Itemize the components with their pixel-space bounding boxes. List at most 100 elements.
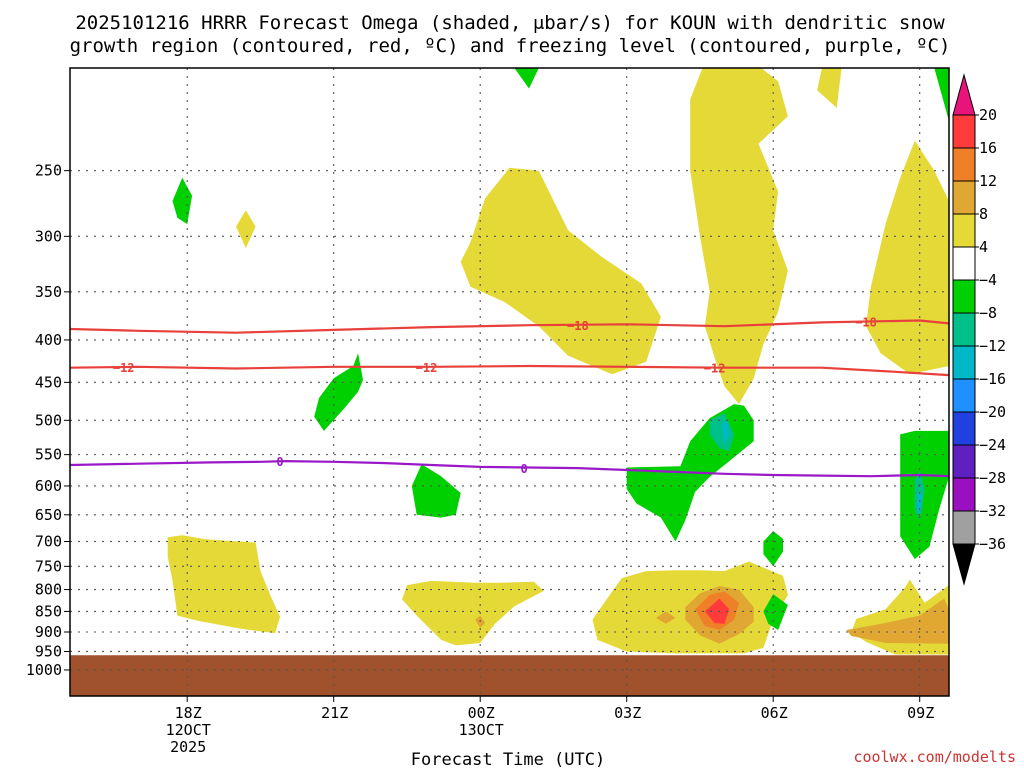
y-tick-label: 700 [35,532,62,550]
y-tick-label: 300 [35,227,62,245]
y-tick-label: 550 [35,446,62,464]
omega-region-neg4-17 [411,464,461,518]
omega-region-pos8-12 [846,598,949,644]
chart-title: 2025101216 HRRR Forecast Omega (shaded, … [70,12,951,57]
y-tick-label: 900 [35,623,62,641]
y-tick-label: 500 [35,411,62,429]
colorbar-swatch [952,345,976,380]
contour-line [70,459,949,478]
x-tick-label: 12OCT [166,721,211,739]
omega-region-neg4-22 [900,430,949,560]
x-tick-label: 2025 [170,738,206,756]
omega-region-pos16-14 [704,598,730,624]
colorbar-swatch [952,411,976,446]
y-tick-label: 1000 [26,661,62,679]
colorbar-swatch [952,147,976,182]
colorbar-swatch [952,312,976,347]
colorbar-swatch [952,213,976,248]
y-tick-label: 600 [35,477,62,495]
omega-region-pos4-6 [402,580,544,646]
x-tick-label: 18Z [175,704,202,722]
omega-region-pos8-10 [656,611,676,624]
omega-region-neg12-27 [917,491,923,515]
colorbar-label: −20 [979,403,1006,421]
colorbar-label: −32 [979,502,1006,520]
x-tick-label: 00Z [468,704,495,722]
contour-label: −18 [567,319,589,333]
colorbar-label: −8 [979,304,997,322]
contour-0: 00 [70,455,949,478]
x-axis-label: Forecast Time (UTC) [411,750,605,768]
contour-label: −18 [855,315,877,329]
omega-region-pos4-4 [236,210,256,249]
colorbar-bottom-arrow [952,543,976,586]
colorbar-swatch [952,246,976,281]
colorbar-label: 20 [979,106,997,124]
contour--12: −12 −12 −12 [70,361,949,377]
x-tick-label: 21Z [321,704,348,722]
chart-title-line-1: 2025101216 HRRR Forecast Omega (shaded, … [75,12,945,34]
contour-label: 0 [276,455,283,469]
colorbar-top-arrow [952,73,976,116]
y-tick-label: 400 [35,331,62,349]
colorbar-swatch [952,477,976,512]
omega-region-pos4-5 [167,535,280,634]
y-tick-label: 750 [35,557,62,575]
credit-text[interactable]: coolwx.com/modelts [853,748,1016,766]
colorbar-swatch [952,444,976,479]
colorbar-swatch [952,114,976,149]
omega-region-pos4-2 [817,68,842,108]
colorbar-label: 8 [979,205,988,223]
x-tick-label: 13OCT [459,721,504,739]
omega-region-neg4-15 [172,177,193,225]
contour-label: −12 [704,362,726,376]
pressure-axis: 250 300 350 400 450 500 550 600 650 700 750 800 850 9… [26,162,70,679]
y-tick-label: 250 [35,162,62,180]
omega-region-pos4-0 [460,167,661,375]
contour-line [70,319,949,334]
omega-region-neg4-18 [514,68,539,89]
y-tick-label: 450 [35,373,62,391]
contour-label: −12 [113,361,135,375]
ground-fill [70,655,949,696]
colorbar-label: 16 [979,139,997,157]
y-tick-label: 850 [35,602,62,620]
contour-label: 0 [521,462,528,476]
colorbar-label: 12 [979,172,997,190]
colorbar-swatch [952,180,976,215]
contour-label: −12 [416,361,438,375]
omega-region-neg8-24 [709,413,735,452]
omega-region-neg12-26 [721,420,730,445]
omega-region-neg4-16 [314,353,363,431]
colorbar-swatch [952,510,976,545]
colorbar-label: −28 [979,469,1006,487]
colorbar-swatch [952,279,976,314]
colorbar-swatch [952,378,976,413]
y-tick-label: 800 [35,581,62,599]
omega-region-neg4-21 [763,594,788,630]
contour-line [70,364,949,377]
y-tick-label: 950 [35,642,62,660]
y-tick-label: 350 [35,283,62,301]
y-tick-label: 650 [35,506,62,524]
colorbar-label: −24 [979,436,1006,454]
colorbar-label: −16 [979,370,1006,388]
colorbar-label: −36 [979,535,1006,553]
x-tick-label: 09Z [907,704,934,722]
colorbar-label: −4 [979,271,997,289]
omega-region-pos4-1 [690,68,788,405]
contour--18: −18 −18 [70,315,949,334]
x-tick-label: 06Z [761,704,788,722]
grid-lines [70,68,949,696]
colorbar-legend: 20 16 12 8 4 −4 −8 −12 −16 −20 −24 −28 −32 −36 [952,73,1006,586]
omega-region-neg4-23 [934,68,949,122]
colorbar-label: 4 [979,238,988,256]
colorbar-label: −12 [979,337,1006,355]
x-tick-label: 03Z [614,704,641,722]
omega-region-pos4-3 [866,140,949,375]
chart-title-line-2: growth region (contoured, red, ºC) and f… [70,35,951,57]
